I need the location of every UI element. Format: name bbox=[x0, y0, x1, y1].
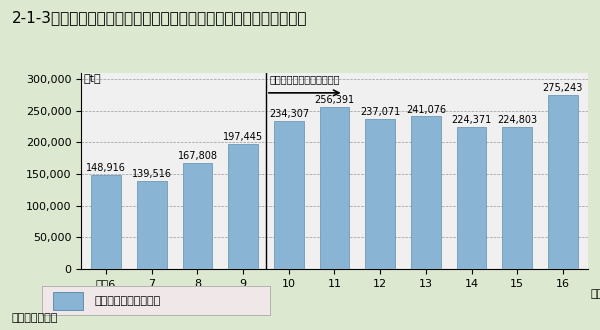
Bar bbox=[411, 116, 440, 269]
Bar bbox=[53, 292, 83, 310]
Text: （年）: （年） bbox=[590, 289, 600, 299]
Text: 275,243: 275,243 bbox=[542, 83, 583, 93]
Bar bbox=[320, 107, 349, 269]
Text: 234,307: 234,307 bbox=[269, 109, 309, 119]
Bar bbox=[274, 120, 304, 269]
Bar bbox=[548, 95, 578, 269]
Text: 167,808: 167,808 bbox=[178, 151, 217, 161]
Bar bbox=[91, 175, 121, 269]
Bar bbox=[502, 127, 532, 269]
Text: 224,803: 224,803 bbox=[497, 115, 537, 125]
Text: ペットボトルの廃棄量: ペットボトルの廃棄量 bbox=[94, 296, 161, 306]
Bar bbox=[457, 127, 487, 269]
Text: 2-1-3図　ペットボトルの廃棄量（生産量と分別収集量の差）の推移: 2-1-3図 ペットボトルの廃棄量（生産量と分別収集量の差）の推移 bbox=[12, 10, 308, 25]
Text: 256,391: 256,391 bbox=[314, 95, 355, 105]
Text: （資料）環境省: （資料）環境省 bbox=[12, 313, 58, 323]
Text: （t）: （t） bbox=[83, 75, 101, 84]
Bar bbox=[365, 119, 395, 269]
Bar bbox=[137, 181, 167, 269]
Bar bbox=[182, 163, 212, 269]
Text: 197,445: 197,445 bbox=[223, 132, 263, 142]
Text: 241,076: 241,076 bbox=[406, 105, 446, 115]
Text: 148,916: 148,916 bbox=[86, 163, 126, 173]
Text: 容器包装リサイクル法施行: 容器包装リサイクル法施行 bbox=[269, 75, 340, 84]
Text: 139,516: 139,516 bbox=[132, 169, 172, 179]
Text: 237,071: 237,071 bbox=[360, 107, 400, 117]
Bar bbox=[229, 144, 258, 269]
Text: 224,371: 224,371 bbox=[451, 115, 491, 125]
